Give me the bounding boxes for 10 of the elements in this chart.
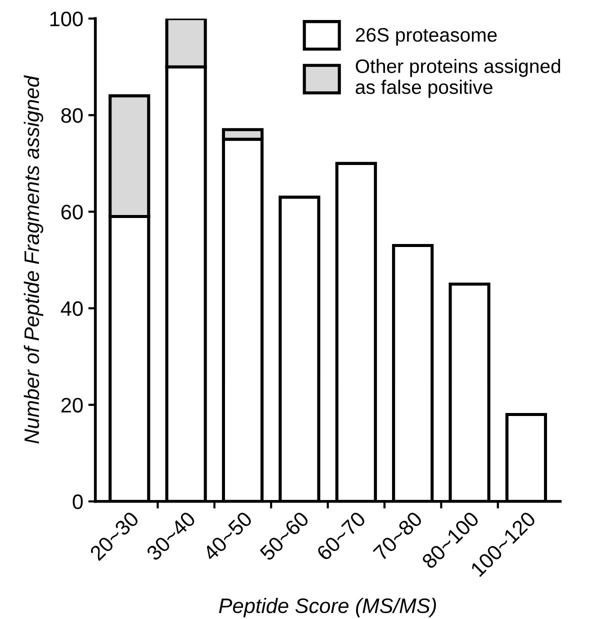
legend-label: 26S proteasome — [356, 28, 497, 46]
y-tick-label: 80 — [61, 108, 83, 123]
legend-label: Other proteins assigned as false positive — [356, 58, 560, 98]
y-tick-label: 60 — [61, 204, 83, 220]
y-tick-label: 100 — [50, 12, 83, 26]
y-tick-label: 40 — [60, 301, 83, 316]
y-tick-label: 0 — [72, 494, 83, 510]
x-axis-title: Peptide Score (MS/MS) — [219, 598, 436, 618]
y-tick-label: 20 — [61, 398, 83, 413]
y-axis-title: Number of Peptide Fragments assigned — [24, 75, 44, 444]
